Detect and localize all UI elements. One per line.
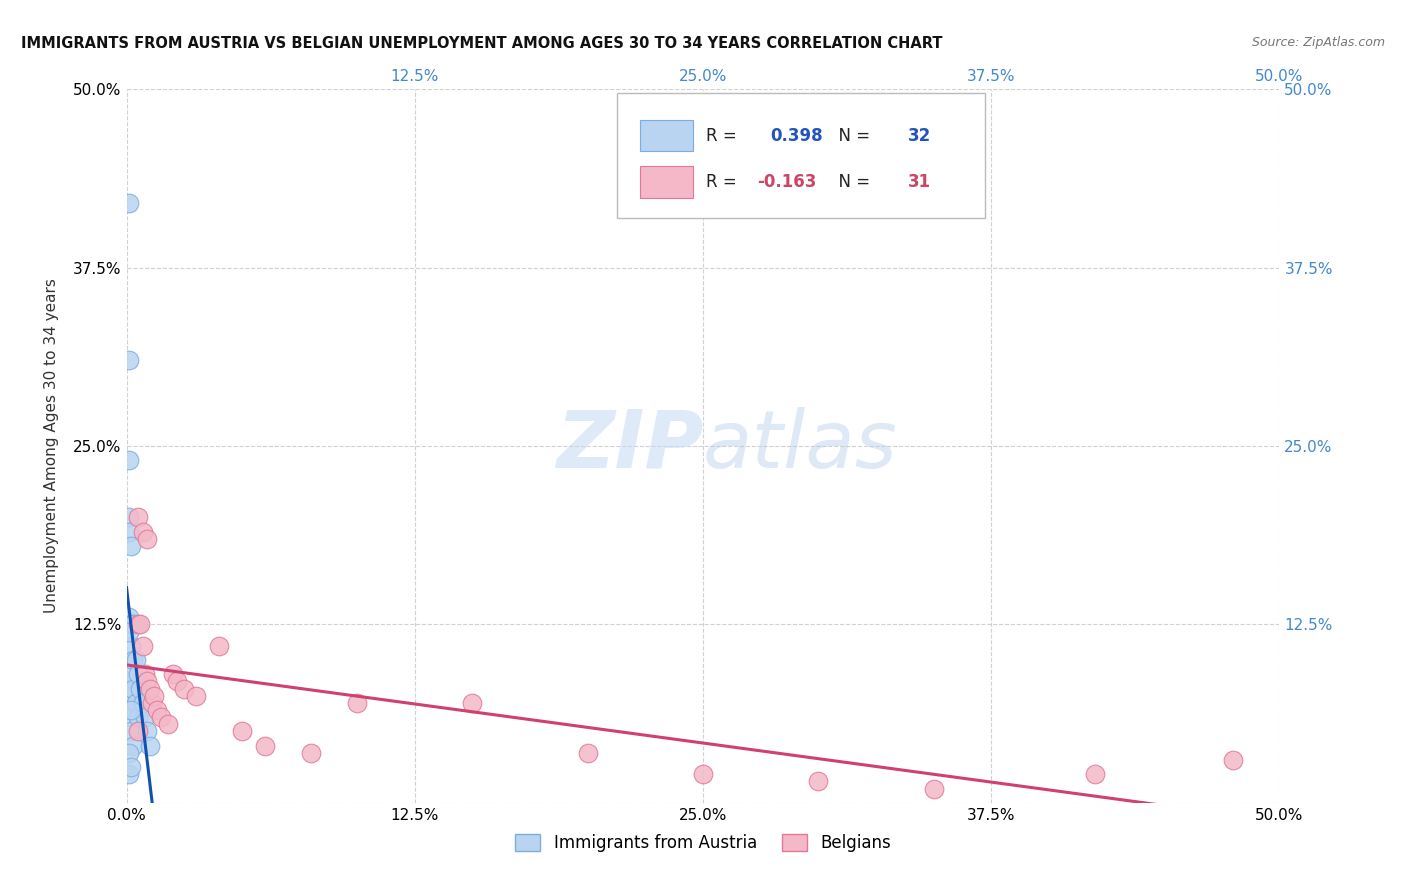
Point: [118, 610, 141, 624]
Point: [120, 760, 142, 774]
Legend: Immigrants from Austria, Belgians: Immigrants from Austria, Belgians: [509, 827, 897, 859]
Point: [231, 724, 253, 739]
Point: [120, 689, 142, 703]
Point: [118, 453, 141, 467]
Text: 32: 32: [908, 127, 931, 145]
Point: [127, 510, 149, 524]
Point: [299, 746, 322, 760]
Point: [118, 674, 141, 689]
Point: [346, 696, 368, 710]
Point: [122, 653, 145, 667]
Text: N =: N =: [828, 173, 875, 191]
Point: [173, 681, 195, 696]
Point: [692, 767, 714, 781]
Point: [122, 681, 145, 696]
Point: [134, 667, 156, 681]
Point: [131, 696, 153, 710]
Point: [136, 724, 159, 739]
Point: [118, 624, 141, 639]
Text: 0.398: 0.398: [770, 127, 823, 145]
Point: [184, 689, 207, 703]
Point: [162, 667, 184, 681]
Point: [127, 617, 149, 632]
Point: [253, 739, 276, 753]
Point: [922, 781, 945, 796]
Point: [461, 696, 484, 710]
Point: [136, 532, 159, 546]
Point: [150, 710, 173, 724]
Point: [120, 539, 142, 553]
Point: [129, 617, 152, 632]
Point: [122, 739, 145, 753]
Text: N =: N =: [828, 127, 875, 145]
Text: R =: R =: [706, 127, 742, 145]
Point: [129, 681, 152, 696]
Point: [807, 774, 830, 789]
Point: [125, 653, 148, 667]
Point: [131, 524, 153, 539]
Point: [125, 696, 148, 710]
Point: [208, 639, 231, 653]
Point: [166, 674, 188, 689]
Point: [120, 724, 142, 739]
Point: [122, 617, 145, 632]
Point: [138, 681, 160, 696]
Point: [1222, 753, 1244, 767]
Point: [145, 703, 167, 717]
Point: [118, 196, 141, 211]
FancyBboxPatch shape: [617, 93, 986, 218]
Point: [141, 696, 163, 710]
Point: [118, 746, 141, 760]
Text: R =: R =: [706, 173, 742, 191]
FancyBboxPatch shape: [640, 120, 693, 152]
Point: [127, 724, 149, 739]
Point: [1084, 767, 1107, 781]
Point: [134, 710, 156, 724]
Point: [120, 703, 142, 717]
Text: 31: 31: [908, 173, 931, 191]
Text: atlas: atlas: [703, 407, 898, 485]
Point: [576, 746, 599, 760]
Point: [127, 710, 149, 724]
Point: [118, 524, 141, 539]
Point: [120, 639, 142, 653]
Text: ZIP: ZIP: [555, 407, 703, 485]
Point: [136, 674, 159, 689]
Point: [138, 739, 160, 753]
Text: IMMIGRANTS FROM AUSTRIA VS BELGIAN UNEMPLOYMENT AMONG AGES 30 TO 34 YEARS CORREL: IMMIGRANTS FROM AUSTRIA VS BELGIAN UNEMP…: [21, 36, 942, 51]
Point: [131, 639, 153, 653]
Point: [127, 667, 149, 681]
Y-axis label: Unemployment Among Ages 30 to 34 years: Unemployment Among Ages 30 to 34 years: [45, 278, 59, 614]
Point: [120, 667, 142, 681]
Point: [157, 717, 180, 731]
Text: -0.163: -0.163: [758, 173, 817, 191]
Point: [143, 689, 166, 703]
Text: Source: ZipAtlas.com: Source: ZipAtlas.com: [1251, 36, 1385, 49]
Point: [118, 767, 141, 781]
FancyBboxPatch shape: [640, 166, 693, 198]
Point: [118, 510, 141, 524]
Point: [120, 617, 142, 632]
Point: [118, 353, 141, 368]
Point: [120, 710, 142, 724]
